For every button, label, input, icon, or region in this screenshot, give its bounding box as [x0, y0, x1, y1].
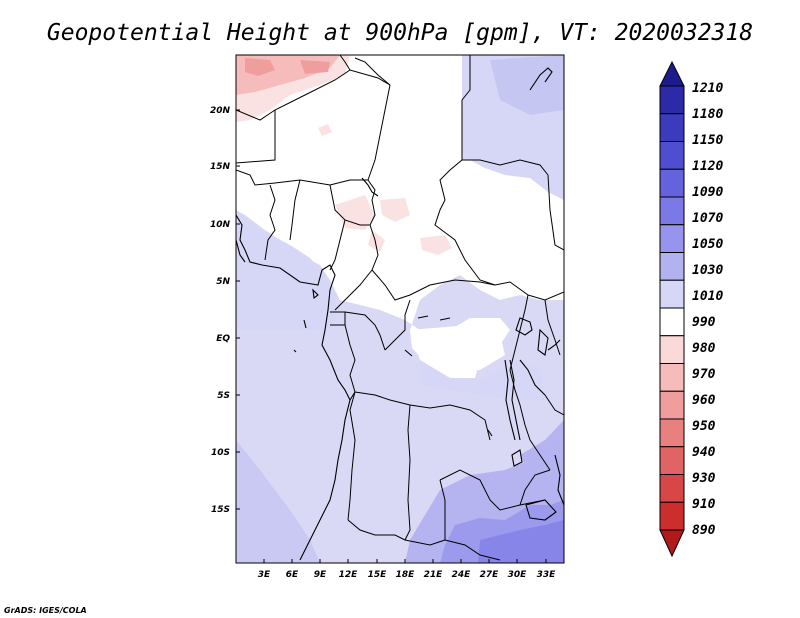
country-borders — [236, 55, 564, 561]
colorbar-swatch — [659, 168, 685, 198]
colorbar-swatch — [659, 196, 685, 226]
colorbar-label-1070: 1070 — [692, 211, 723, 226]
lon-label-15e: 15E — [368, 570, 388, 580]
lon-label-24e: 24E — [452, 570, 472, 580]
colorbar-swatch — [659, 501, 685, 531]
colorbar-swatch — [659, 85, 685, 115]
map-panel: 20N 15N 10N 5N EQ 5S 10S 15S 3E 6E 9E 12… — [210, 54, 565, 580]
colorbar-label-1120: 1120 — [692, 159, 723, 174]
colorbar-label-980: 980 — [692, 341, 716, 356]
colorbar-swatch — [659, 446, 685, 475]
colorbar-top-arrow — [659, 60, 685, 87]
colorbar-swatch — [659, 363, 685, 392]
lon-label-18e: 18E — [396, 570, 416, 580]
coastline — [236, 67, 564, 561]
colorbar-swatch — [659, 224, 685, 253]
lat-label-10n: 10N — [210, 220, 231, 230]
colorbar-label-960: 960 — [692, 393, 716, 408]
colorbar-labels: 1210 1180 1150 1120 1090 1070 1050 1030 … — [692, 81, 723, 538]
lat-label-5n: 5N — [216, 277, 230, 287]
lat-label-5s: 5S — [217, 391, 230, 401]
colorbar-bottom-arrow — [659, 529, 685, 558]
colorbar-label-1210: 1210 — [692, 81, 723, 96]
latitude-axis: 20N 15N 10N 5N EQ 5S 10S 15S — [210, 106, 231, 515]
colorbar-label-1050: 1050 — [692, 237, 723, 252]
lon-label-6e: 6E — [286, 570, 299, 580]
lon-label-33e: 33E — [537, 570, 557, 580]
colorbar-swatch — [659, 141, 685, 170]
colorbar-label-1150: 1150 — [692, 133, 723, 148]
colorbar-label-950: 950 — [692, 419, 716, 434]
colorbar-label-1010: 1010 — [692, 289, 723, 304]
lat-label-eq: EQ — [216, 334, 230, 344]
colorbar-label-910: 910 — [692, 497, 716, 512]
colorbar-swatch — [659, 474, 685, 503]
height-field — [236, 55, 564, 563]
lon-label-3e: 3E — [258, 570, 271, 580]
colorbar-swatch — [659, 307, 685, 337]
colorbar-swatches — [659, 85, 685, 531]
colorbar-swatch — [659, 252, 685, 281]
colorbar-swatch — [659, 113, 685, 142]
map-frame — [235, 54, 565, 564]
colorbar-label-1180: 1180 — [692, 107, 723, 122]
colorbar-label-1030: 1030 — [692, 263, 723, 278]
lon-label-12e: 12E — [339, 570, 359, 580]
lat-label-15s: 15S — [211, 505, 230, 515]
grads-credit: GrADS: IGES/COLA — [4, 606, 87, 615]
colorbar-label-890: 890 — [692, 523, 716, 538]
colorbar-swatch — [659, 418, 685, 448]
axis-ticks — [236, 109, 547, 563]
lat-label-10s: 10S — [211, 448, 230, 458]
lat-label-20n: 20N — [210, 106, 231, 116]
colorbar-swatch — [659, 335, 685, 364]
colorbar-swatch — [659, 279, 685, 309]
colorbar-label-930: 930 — [692, 471, 716, 486]
lon-label-30e: 30E — [508, 570, 528, 580]
lon-label-27e: 27E — [480, 570, 500, 580]
colorbar-label-990: 990 — [692, 315, 716, 330]
colorbar-label-970: 970 — [692, 367, 716, 382]
lon-label-21e: 21E — [424, 570, 444, 580]
colorbar-label-940: 940 — [692, 445, 716, 460]
colorbar-label-1090: 1090 — [692, 185, 723, 200]
colorbar-swatch — [659, 390, 685, 420]
longitude-axis: 3E 6E 9E 12E 15E 18E 21E 24E 27E 30E 33E — [258, 570, 556, 580]
chart-title: Geopotential Height at 900hPa [gpm], VT:… — [47, 20, 753, 46]
lon-label-9e: 9E — [314, 570, 327, 580]
colorbar: 1210 1180 1150 1120 1090 1070 1050 1030 … — [659, 60, 723, 558]
lat-label-15n: 15N — [210, 162, 231, 172]
